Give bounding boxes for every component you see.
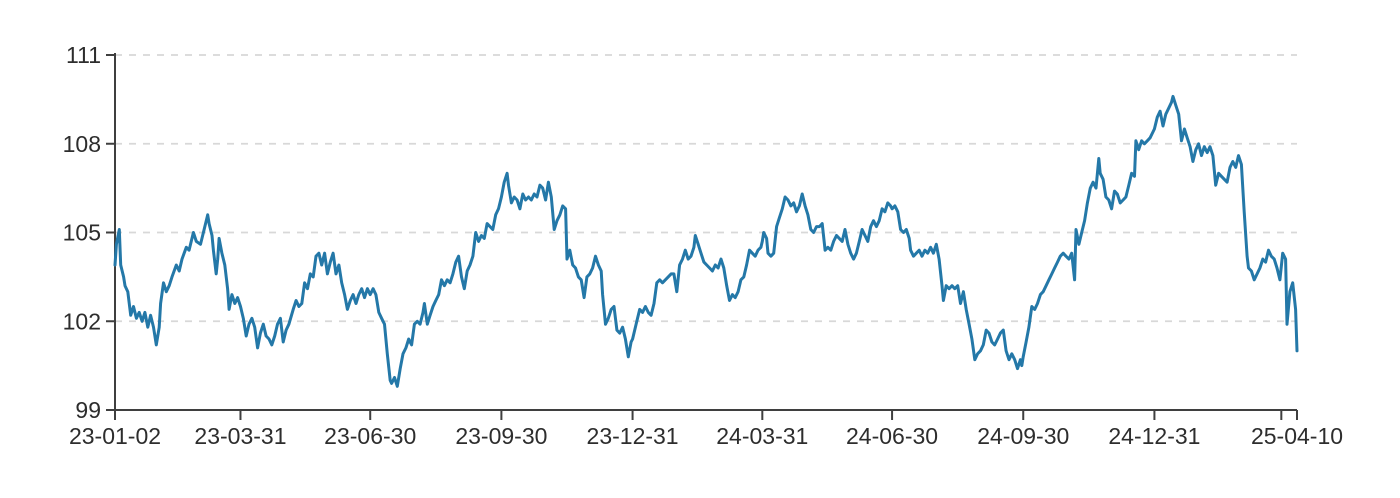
x-tick-label: 23-09-30 — [455, 423, 547, 449]
index-value-line — [113, 94, 1299, 388]
x-tick-label: 24-03-31 — [716, 423, 808, 449]
y-tick-label: 111 — [66, 42, 101, 68]
x-tick-label: 23-06-30 — [324, 423, 416, 449]
x-tick-label: 24-06-30 — [846, 423, 938, 449]
x-tick-label: 25-04-10 — [1251, 423, 1343, 449]
y-tick-label: 108 — [63, 131, 101, 157]
y-tick-label: 105 — [63, 220, 101, 246]
x-tick-label: 24-12-31 — [1108, 423, 1200, 449]
x-tick-label: 23-12-31 — [587, 423, 679, 449]
x-tick-label: 23-01-02 — [69, 423, 161, 449]
y-tick-label: 102 — [63, 308, 101, 334]
y-tick-label: 99 — [75, 397, 101, 423]
x-tick-label: 23-03-31 — [194, 423, 286, 449]
x-tick-label: 24-09-30 — [977, 423, 1069, 449]
